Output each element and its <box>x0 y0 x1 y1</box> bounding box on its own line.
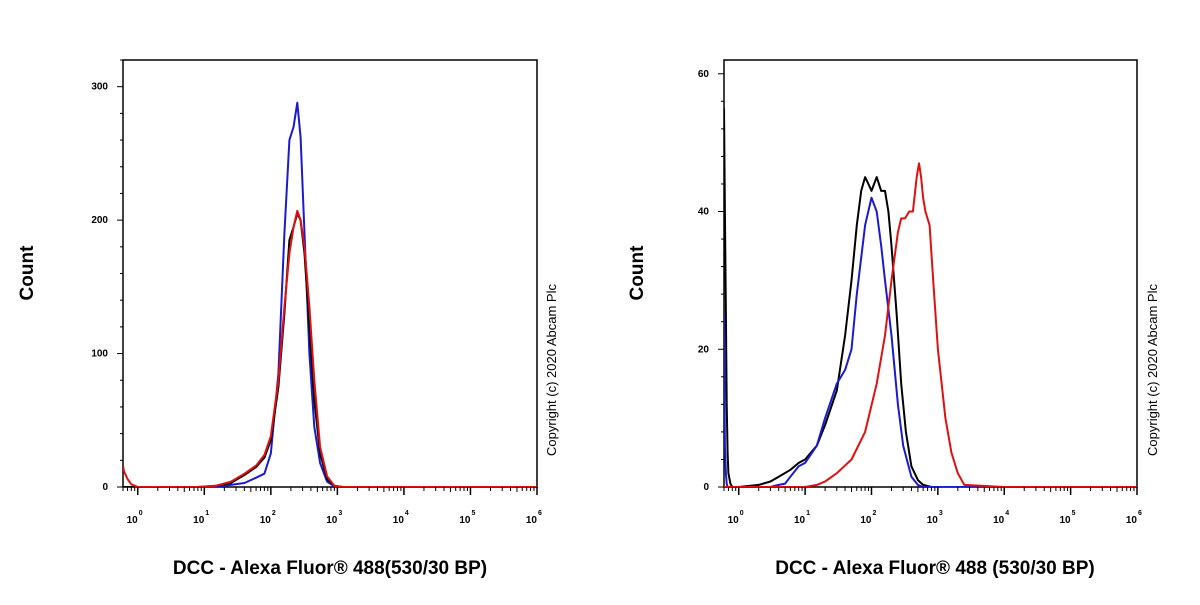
y-tick-label: 300 <box>91 82 108 93</box>
histogram-series-2 <box>724 196 1137 487</box>
x-tick-exponent: 5 <box>1072 510 1076 517</box>
copyright-text: Copyright (c) 2020 Abcam Plc <box>1145 284 1160 456</box>
x-tick-label: 10 <box>260 515 272 526</box>
y-axis-title: Count <box>627 245 648 301</box>
x-tick-exponent: 4 <box>405 510 409 517</box>
x-tick-label: 10 <box>927 515 939 526</box>
histogram-series-3 <box>724 162 1137 487</box>
y-tick-label: 20 <box>698 344 710 355</box>
x-tick-exponent: 1 <box>806 510 810 517</box>
plot-frame <box>122 59 538 488</box>
x-tick-exponent: 0 <box>740 510 744 517</box>
y-axis-title: Count <box>17 245 38 301</box>
x-tick-label: 10 <box>993 515 1005 526</box>
x-tick-exponent: 3 <box>338 510 342 517</box>
histogram-series-2 <box>123 212 537 487</box>
x-tick-exponent: 3 <box>939 510 943 517</box>
y-tick-label: 0 <box>703 482 709 493</box>
histogram-series-1 <box>724 108 1137 487</box>
x-tick-exponent: 0 <box>139 510 143 517</box>
x-tick-exponent: 6 <box>538 510 542 517</box>
plot-frame <box>723 59 1138 488</box>
x-tick-exponent: 4 <box>1005 510 1009 517</box>
x-tick-exponent: 1 <box>205 510 209 517</box>
histogram-series-1 <box>123 101 537 487</box>
copyright-text: Copyright (c) 2020 Abcam Plc <box>544 284 559 456</box>
x-tick-label: 10 <box>794 515 806 526</box>
x-tick-label: 10 <box>393 515 405 526</box>
y-tick-label: 40 <box>698 207 710 218</box>
x-tick-label: 10 <box>127 515 139 526</box>
x-tick-exponent: 6 <box>1138 510 1142 517</box>
x-tick-label: 10 <box>728 515 740 526</box>
histogram-series-3 <box>123 209 537 487</box>
y-tick-label: 100 <box>91 349 108 360</box>
x-axis-title: DCC - Alexa Fluor® 488 (530/30 BP) <box>775 558 1095 579</box>
x-tick-exponent: 5 <box>471 510 475 517</box>
y-tick-label: 60 <box>698 69 710 80</box>
y-tick-label: 0 <box>102 482 108 493</box>
x-tick-label: 10 <box>1059 515 1071 526</box>
x-tick-label: 10 <box>326 515 338 526</box>
y-tick-label: 200 <box>91 215 108 226</box>
x-axis-title: DCC - Alexa Fluor® 488(530/30 BP) <box>173 558 487 579</box>
x-tick-exponent: 2 <box>872 510 876 517</box>
x-tick-exponent: 2 <box>272 510 276 517</box>
x-tick-label: 10 <box>526 515 538 526</box>
x-tick-label: 10 <box>1126 515 1138 526</box>
x-tick-label: 10 <box>860 515 872 526</box>
x-tick-label: 10 <box>193 515 205 526</box>
x-tick-label: 10 <box>459 515 471 526</box>
